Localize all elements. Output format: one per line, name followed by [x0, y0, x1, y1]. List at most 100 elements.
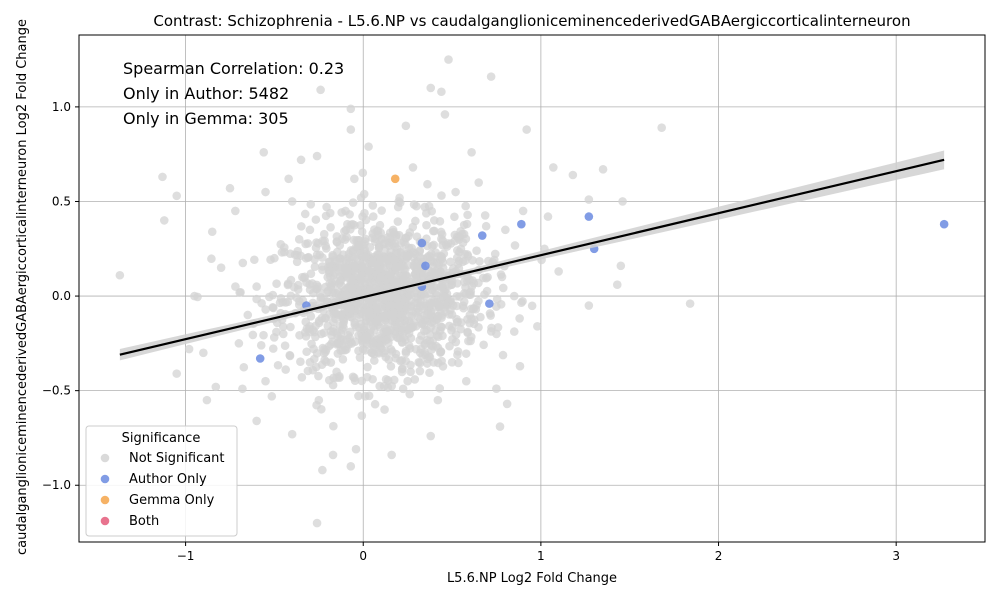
point-not-significant — [549, 163, 558, 172]
point-not-significant — [509, 327, 519, 336]
point-not-significant — [495, 422, 505, 431]
point-not-significant — [461, 349, 471, 358]
point-not-significant — [252, 416, 261, 426]
legend-box — [85, 425, 238, 537]
point-not-significant — [427, 241, 437, 251]
point-not-significant — [172, 191, 182, 201]
y-tick-label: 0.5 — [52, 194, 71, 208]
point-not-significant — [343, 267, 353, 276]
point-not-significant — [321, 313, 331, 323]
point-not-significant — [326, 223, 335, 232]
point-not-significant — [301, 239, 310, 249]
point-not-significant — [410, 274, 420, 283]
point-not-significant — [305, 357, 315, 367]
point-not-significant — [374, 243, 384, 253]
point-not-significant — [429, 216, 439, 225]
point-not-significant — [350, 261, 359, 270]
point-not-significant — [412, 263, 421, 272]
point-not-significant — [306, 200, 316, 209]
point-not-significant — [510, 241, 520, 250]
point-not-significant — [324, 375, 334, 385]
point-not-significant — [448, 334, 457, 344]
point-not-significant — [517, 298, 526, 307]
point-not-significant — [492, 294, 502, 304]
point-not-significant — [347, 339, 357, 348]
point-not-significant — [518, 206, 528, 216]
point-not-significant — [415, 358, 425, 368]
point-not-significant — [543, 212, 553, 221]
point-not-significant — [302, 278, 311, 287]
point-not-significant — [306, 312, 316, 321]
point-author-only — [584, 212, 594, 221]
point-not-significant — [446, 257, 455, 267]
legend-entry-label: Both — [129, 514, 159, 529]
point-not-significant — [450, 236, 460, 246]
point-not-significant — [369, 258, 378, 268]
x-axis-label: L5.6.NP Log2 Fold Change — [447, 571, 617, 586]
point-not-significant — [351, 444, 361, 454]
point-not-significant — [231, 206, 240, 216]
point-not-significant — [350, 220, 359, 230]
point-not-significant — [502, 399, 512, 409]
point-not-significant — [386, 292, 395, 302]
point-not-significant — [348, 198, 358, 207]
point-not-significant — [420, 289, 429, 299]
point-not-significant — [437, 87, 446, 97]
point-not-significant — [358, 168, 368, 178]
point-not-significant — [406, 302, 415, 312]
point-not-significant — [398, 272, 408, 281]
point-not-significant — [584, 301, 594, 310]
point-not-significant — [341, 206, 350, 216]
point-not-significant — [436, 322, 446, 331]
point-not-significant — [437, 191, 446, 200]
point-not-significant — [387, 450, 396, 460]
point-not-significant — [463, 251, 473, 261]
point-not-significant — [365, 242, 375, 252]
point-not-significant — [357, 240, 367, 250]
point-not-significant — [318, 465, 327, 475]
point-not-significant — [360, 391, 370, 401]
point-not-significant — [207, 254, 216, 264]
point-not-significant — [280, 341, 290, 350]
point-not-significant — [438, 258, 448, 267]
point-not-significant — [306, 269, 316, 278]
point-not-significant — [486, 311, 495, 320]
point-not-significant — [268, 290, 278, 300]
point-not-significant — [395, 333, 405, 342]
point-not-significant — [444, 55, 453, 64]
point-not-significant — [390, 239, 400, 248]
x-tick-label: 0 — [359, 549, 367, 563]
point-not-significant — [312, 151, 322, 161]
point-not-significant — [380, 405, 389, 414]
point-not-significant — [413, 298, 423, 308]
point-not-significant — [370, 356, 379, 365]
point-author-only — [417, 238, 427, 248]
point-not-significant — [412, 201, 421, 211]
point-not-significant — [158, 172, 167, 182]
point-not-significant — [355, 353, 365, 362]
point-not-significant — [381, 335, 391, 345]
point-not-significant — [302, 347, 311, 357]
point-not-significant — [395, 318, 405, 327]
point-not-significant — [457, 229, 467, 239]
point-not-significant — [383, 233, 393, 242]
point-not-significant — [421, 209, 431, 218]
point-not-significant — [377, 302, 386, 312]
point-not-significant — [382, 326, 392, 336]
legend-marker — [100, 453, 110, 463]
point-not-significant — [433, 358, 443, 368]
point-not-significant — [418, 318, 428, 327]
point-not-significant — [256, 341, 266, 350]
point-not-significant — [358, 345, 368, 354]
point-not-significant — [397, 356, 407, 365]
point-not-significant — [405, 389, 415, 399]
chart-title: Contrast: Schizophrenia - L5.6.NP vs cau… — [153, 12, 910, 30]
point-not-significant — [296, 357, 305, 366]
point-not-significant — [333, 310, 343, 320]
point-not-significant — [402, 251, 412, 261]
point-not-significant — [475, 257, 484, 266]
point-not-significant — [312, 348, 322, 358]
point-not-significant — [235, 288, 244, 297]
point-not-significant — [190, 291, 199, 301]
point-not-significant — [311, 243, 321, 253]
